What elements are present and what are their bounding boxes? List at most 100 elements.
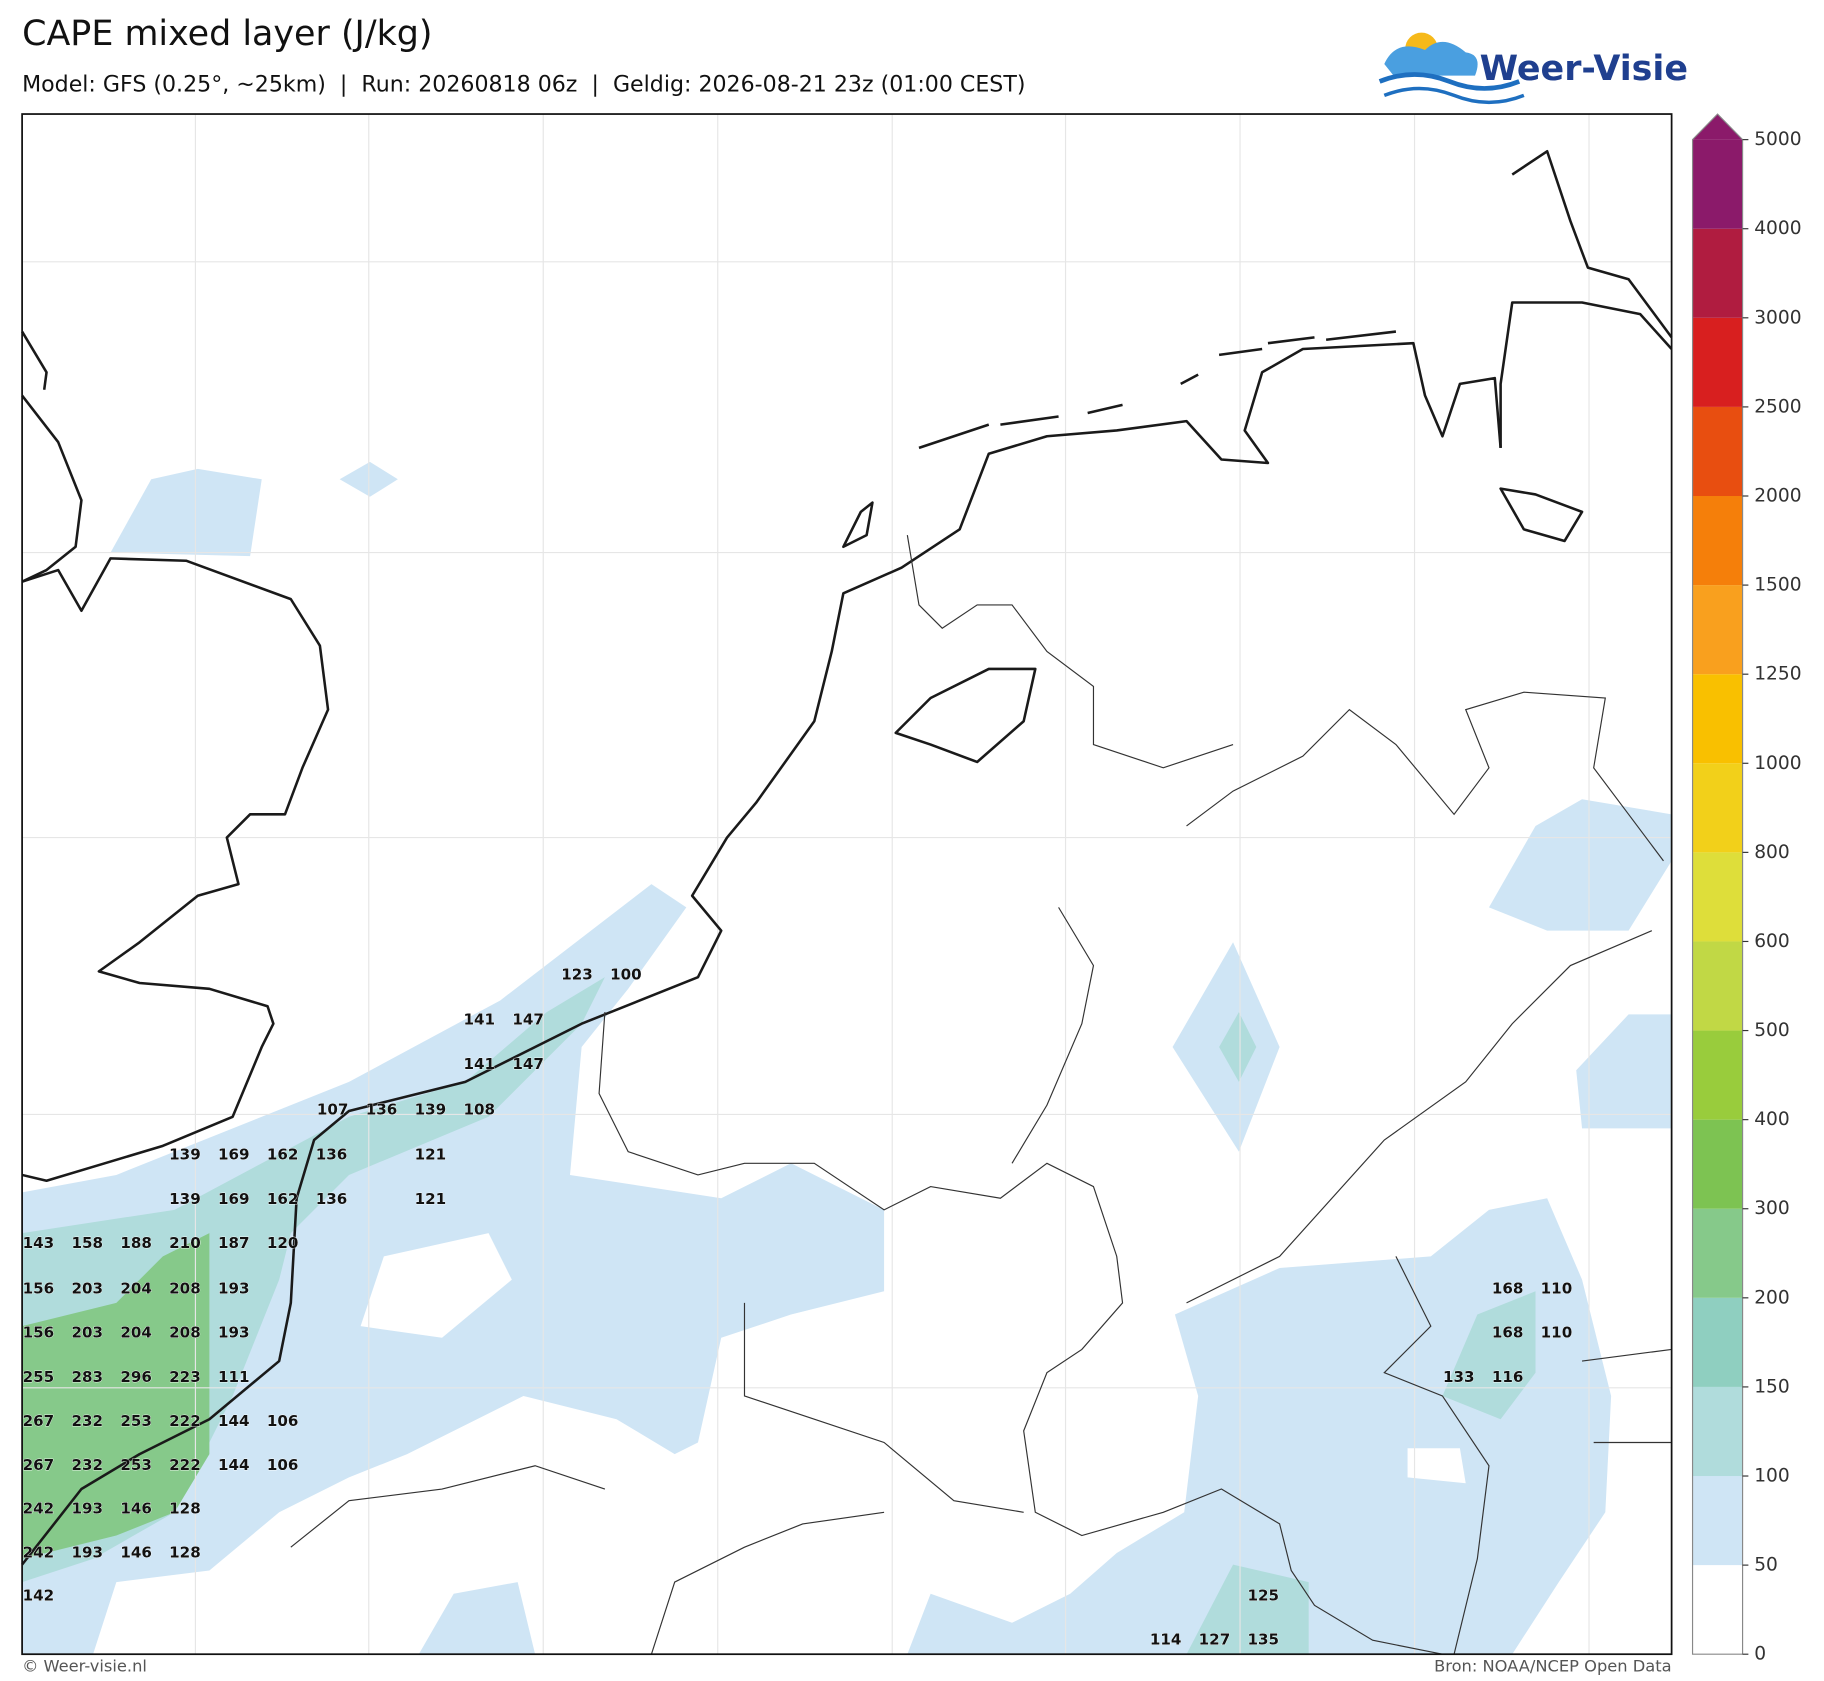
- point-label: 210: [169, 1234, 201, 1252]
- colorbar-tick-label: 800: [1754, 842, 1790, 863]
- colorbar-tick-label: 1000: [1754, 753, 1801, 774]
- point-label: 135: [1248, 1631, 1280, 1649]
- point-label: 156: [23, 1324, 55, 1342]
- point-label: 147: [512, 1055, 544, 1073]
- point-label: 136: [366, 1100, 398, 1118]
- point-label: 242: [23, 1499, 55, 1517]
- point-label: 111: [218, 1368, 250, 1386]
- point-label: 193: [218, 1324, 250, 1342]
- map-frame: [21, 113, 1673, 1656]
- point-label: 283: [71, 1368, 103, 1386]
- colorbar-tick-label: 100: [1754, 1466, 1790, 1487]
- point-label: 296: [120, 1368, 152, 1386]
- point-label: 144: [218, 1456, 250, 1474]
- credit: © Weer-visie.nl: [22, 1657, 147, 1676]
- colorbar-outline: [1691, 113, 1744, 1655]
- point-label: 169: [218, 1146, 250, 1164]
- point-label: 168: [1492, 1324, 1524, 1342]
- colorbar-band: [1692, 317, 1743, 407]
- graticule: [22, 114, 1672, 1655]
- point-label: 222: [169, 1456, 201, 1474]
- point-label: 144: [218, 1412, 250, 1430]
- colorbar-tick-label: 600: [1754, 931, 1790, 952]
- colorbar-tick-label: 500: [1754, 1020, 1790, 1041]
- colorbar-tick-label: 400: [1754, 1109, 1790, 1130]
- point-label: 267: [23, 1456, 55, 1474]
- logo: Weer-Visie: [1378, 32, 1688, 105]
- map: 123 100 141 147 141 147 107 136 139 108 139 169 162 1…: [21, 113, 1673, 1656]
- colorbar-band: [1692, 1476, 1743, 1566]
- shading: [22, 461, 1672, 1655]
- point-label: 110: [1541, 1324, 1573, 1342]
- colorbar-band: [1692, 941, 1743, 1031]
- point-label: 139: [169, 1146, 201, 1164]
- point-label: 133: [1443, 1368, 1475, 1386]
- point-label: 253: [120, 1412, 152, 1430]
- colorbar-tick-label: 4000: [1754, 218, 1801, 239]
- colorbar-band: [1692, 228, 1743, 318]
- point-label: 255: [23, 1368, 55, 1386]
- point-label: 222: [169, 1412, 201, 1430]
- colorbar-band: [1692, 1297, 1743, 1387]
- point-label: 143: [23, 1234, 55, 1252]
- subtitle: Model: GFS (0.25°, ~25km) | Run: 2026081…: [22, 71, 1025, 97]
- point-label: 203: [71, 1279, 103, 1297]
- point-label: 141: [463, 1055, 495, 1073]
- colorbar-band: [1692, 585, 1743, 675]
- point-label: 110: [1541, 1279, 1573, 1297]
- coastlines: [21, 149, 1673, 1566]
- point-label: 193: [218, 1279, 250, 1297]
- point-label: 142: [23, 1587, 55, 1605]
- point-label: 204: [120, 1324, 152, 1342]
- point-label: 242: [23, 1544, 55, 1562]
- colorbar-tick-label: 2000: [1754, 486, 1801, 507]
- point-label: 146: [120, 1544, 152, 1562]
- point-label: 121: [415, 1146, 447, 1164]
- colorbar-band: [1692, 406, 1743, 497]
- colorbar-tick-label: 0: [1754, 1644, 1766, 1665]
- colorbar-band: [1692, 1030, 1743, 1120]
- colorbar-band: [1692, 674, 1743, 764]
- point-label: 125: [1248, 1587, 1280, 1605]
- colorbar-tick-label: 2500: [1754, 396, 1801, 417]
- point-label: 203: [71, 1324, 103, 1342]
- point-label: 232: [71, 1456, 103, 1474]
- colorbar-tick-label: 1500: [1754, 575, 1801, 596]
- point-label: 169: [218, 1190, 250, 1208]
- point-label: 127: [1199, 1631, 1231, 1649]
- point-label: 128: [169, 1544, 201, 1562]
- point-labels: 123 100 141 147 141 147 107 136 139 108 139 169 162 1…: [22, 965, 1573, 1649]
- colorbar-tick-label: 3000: [1754, 307, 1801, 328]
- point-label: 267: [23, 1412, 55, 1430]
- point-label: 141: [463, 1011, 495, 1029]
- colorbar-band: [1692, 139, 1743, 229]
- logo-text: Weer-Visie: [1480, 49, 1688, 89]
- colorbar-extend: [1692, 114, 1743, 140]
- point-label: 193: [71, 1544, 103, 1562]
- point-label: 168: [1492, 1279, 1524, 1297]
- point-label: 208: [169, 1324, 201, 1342]
- point-label: 121: [415, 1190, 447, 1208]
- point-label: 158: [71, 1234, 103, 1252]
- point-label: 187: [218, 1234, 250, 1252]
- colorbar-band: [1692, 1565, 1743, 1655]
- point-label: 108: [463, 1100, 495, 1118]
- title: CAPE mixed layer (J/kg): [22, 14, 432, 54]
- colorbar-tick-label: 5000: [1754, 129, 1801, 150]
- colorbar: 0 50 100 150 200 300 400 500 600 800 1000 1250 1500 2…: [1691, 113, 1802, 1665]
- point-label: 128: [169, 1499, 201, 1517]
- point-label: 106: [267, 1456, 299, 1474]
- colorbar-band: [1692, 1119, 1743, 1209]
- colorbar-band: [1692, 496, 1743, 586]
- point-label: 139: [415, 1100, 447, 1118]
- point-label: 100: [610, 965, 642, 983]
- point-label: 232: [71, 1412, 103, 1430]
- source: Bron: NOAA/NCEP Open Data: [1434, 1657, 1672, 1676]
- point-label: 136: [316, 1190, 348, 1208]
- point-label: 120: [267, 1234, 299, 1252]
- colorbar-tick-label: 300: [1754, 1198, 1790, 1219]
- point-label: 204: [120, 1279, 152, 1297]
- point-label: 188: [120, 1234, 152, 1252]
